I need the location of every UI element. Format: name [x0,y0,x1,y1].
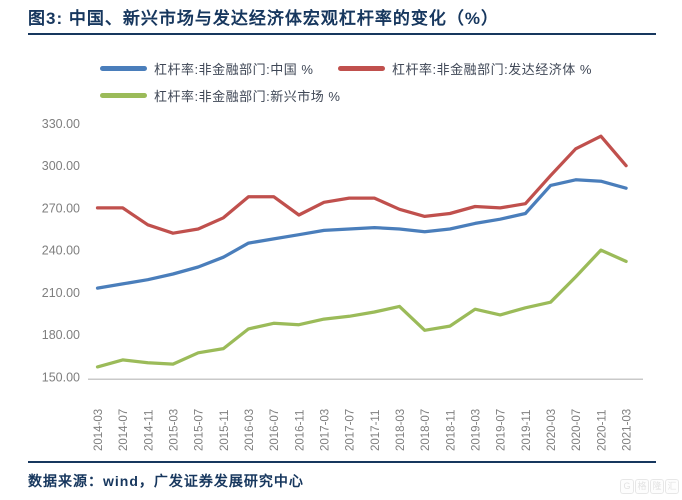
watermark-glyph: 格 [635,479,649,494]
x-axis-tick-label: 2015-07 [194,409,206,451]
x-axis-tick-label: 2015-03 [169,409,181,451]
x-axis-tick-label: 2020-03 [546,409,558,451]
legend-label-emerging-markets: 杠杆率:非金融部门:新兴市场 % [154,88,341,104]
x-axis-tick-label: 2017-11 [370,410,382,451]
legend-swatch-emerging-markets [100,92,147,98]
legend-label-developed-economies: 杠杆率:非金融部门:发达经济体 % [392,61,592,77]
legend-swatch-china [100,65,147,71]
x-axis-tick-label: 2018-11 [445,410,457,451]
x-axis-tick-label: 2018-03 [395,409,407,451]
x-axis-tick-label: 2021-03 [622,409,634,451]
x-axis-tick-label: 2019-11 [521,410,533,451]
x-axis-tick-label: 2018-07 [420,409,432,451]
x-axis-tick-label: 2016-07 [269,409,281,451]
x-axis-tick-label: 2019-03 [471,409,483,451]
figure-header: 图3: 中国、新兴市场与发达经济体宏观杠杆率的变化（%） [28,8,656,35]
series-line-emerging-markets [95,248,628,369]
y-axis-tick-label: 210.00 [42,286,80,300]
x-axis-tick-label: 2016-11 [294,410,306,451]
y-axis-tick-label: 270.00 [42,201,80,215]
watermark-glyph: G [620,479,634,494]
watermark-glyph: 隆 [650,479,664,494]
x-axis-tick-label: 2019-07 [496,409,508,451]
data-source: 数据来源：wind，广发证券发展研究中心 [28,473,304,489]
x-axis-tick-label: 2017-07 [345,409,357,451]
x-axis-tick-label: 2014-11 [143,410,155,451]
legend-item-emerging-markets: 杠杆率:非金融部门:新兴市场 % [100,88,341,104]
x-axis-tick-label: 2016-03 [244,409,256,451]
figure-title: 图3: 中国、新兴市场与发达经济体宏观杠杆率的变化（%） [28,9,499,28]
x-axis-tick-label: 2015-11 [219,410,231,451]
y-axis-tick-label: 240.00 [42,244,80,258]
legend-item-china: 杠杆率:非金融部门:中国 % [100,61,314,77]
series-line-developed-economies [95,134,628,235]
y-axis-tick-label: 330.00 [42,117,80,131]
series-line-china [95,178,628,290]
x-axis-tick-label: 2014-03 [93,409,105,451]
watermark-glyph: 汇 [665,479,679,494]
x-axis-tick-label: 2020-11 [596,410,608,451]
x-axis-tick-label: 2014-07 [118,409,130,451]
legend-item-developed-economies: 杠杆率:非金融部门:发达经济体 % [338,61,592,77]
legend-label-china: 杠杆率:非金融部门:中国 % [154,61,314,77]
y-axis-tick-label: 180.00 [42,328,80,342]
x-axis-tick-label: 2020-07 [571,409,583,451]
title-divider [28,33,656,35]
y-axis-tick-label: 300.00 [42,159,80,173]
x-axis-tick-label: 2017-03 [320,409,332,451]
leverage-line-chart: 330.00 300.00 270.00 240.00 210.00 180.00 150.… [42,117,643,451]
y-axis-tick-label: 150.00 [42,370,80,384]
legend-swatch-developed-economies [338,65,385,71]
footer-divider [28,461,656,463]
